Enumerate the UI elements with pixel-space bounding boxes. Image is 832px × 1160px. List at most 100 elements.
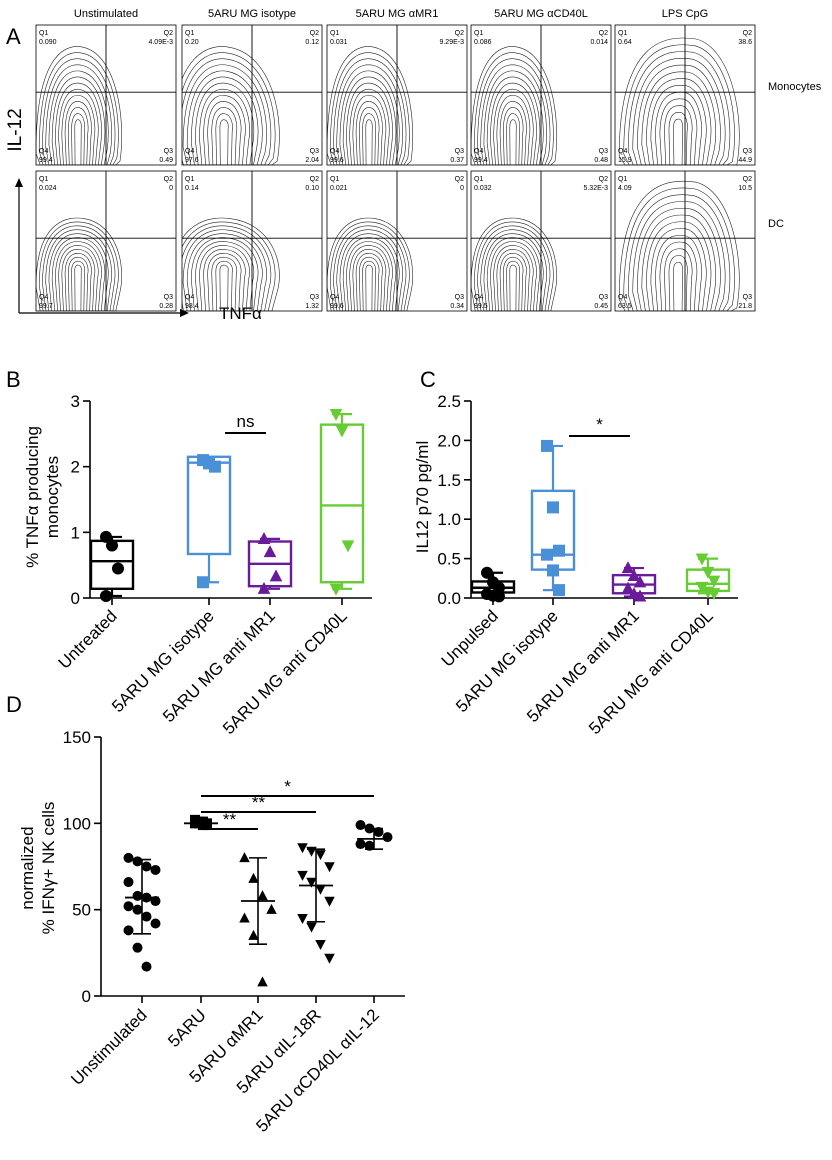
quadrant-name: Q2 <box>455 176 464 183</box>
y-tick-label: 150 <box>63 728 91 747</box>
contour-line <box>668 111 688 165</box>
data-point <box>553 544 565 557</box>
flow-plot: Q1 4.09 Q2 10.5 Q4 63.5 Q3 21.8 <box>614 170 756 312</box>
quadrant-name: Q4 <box>474 148 483 155</box>
contour-line <box>509 119 517 165</box>
data-point <box>324 953 335 964</box>
category-label: Untreated <box>55 606 121 672</box>
quadrant-name: Q3 <box>743 148 752 155</box>
contour-line <box>509 264 517 311</box>
column-title: 5ARU MG αMR1 <box>356 8 439 20</box>
y-tick-label: 2 <box>71 458 80 477</box>
quadrant-name: Q1 <box>618 176 627 183</box>
data-point <box>541 439 553 452</box>
panel-label-b: B <box>6 367 21 392</box>
contour-line <box>207 253 242 311</box>
data-point <box>627 569 641 582</box>
y-axis-title: % IFNγ+ NK cells <box>39 802 58 935</box>
contour-line <box>182 225 272 311</box>
quadrant-name: Q3 <box>164 148 173 155</box>
contour-line <box>496 94 531 165</box>
y-tick-label: 0 <box>71 589 80 608</box>
quadrant-name: Q3 <box>455 294 464 301</box>
quadrant-name: Q4 <box>185 148 194 155</box>
contours <box>36 217 123 311</box>
contour-line <box>329 52 410 165</box>
q2-value: 0.10 <box>305 185 319 192</box>
q3-value: 0.49 <box>159 157 173 164</box>
quadrant-name: Q3 <box>310 148 319 155</box>
y-axis-title: IL12 p70 pg/ml <box>413 441 432 553</box>
contour-line <box>668 255 688 311</box>
data-point <box>695 553 709 566</box>
contour-line <box>365 264 373 311</box>
flow-plot: Q1 0.024 Q2 0 Q4 99.7 Q3 0.28 <box>35 170 177 312</box>
contour-line <box>490 241 537 311</box>
x-axis-label: TNFα <box>219 304 262 323</box>
data-point <box>547 501 559 514</box>
category-label: 5ARU MG anti CD40L <box>219 606 351 738</box>
contours <box>36 46 123 165</box>
y-axis-label: IL-12 <box>5 108 26 151</box>
q4-value: 63.5 <box>618 303 632 310</box>
contour-line <box>182 46 280 165</box>
contour-line <box>215 260 233 311</box>
quadrant-name: Q3 <box>455 148 464 155</box>
contour-line <box>38 221 119 311</box>
contours <box>327 46 414 165</box>
contour-line <box>346 82 393 165</box>
flow-plot: Q1 0.032 Q2 5.32E-3 Q4 99.5 Q3 0.45 <box>470 170 612 312</box>
contour-line <box>219 264 229 311</box>
data-point <box>621 581 635 594</box>
significance-label: * <box>596 415 603 434</box>
data-point <box>633 589 647 602</box>
data-point <box>239 852 250 863</box>
flow-plot: Q1 0.090 Q2 4.09E-3 Q4 99.4 Q3 0.49 <box>35 24 177 166</box>
data-point <box>197 576 209 589</box>
contour-line <box>483 70 544 165</box>
contour-line <box>190 237 259 311</box>
contour-line <box>215 113 233 165</box>
data-point <box>481 566 493 579</box>
contour-line <box>190 76 259 165</box>
data-point <box>266 903 277 914</box>
quadrant-name: Q4 <box>330 294 339 301</box>
q3-value: 0.28 <box>159 303 173 310</box>
quadrant-name: Q1 <box>39 30 48 37</box>
quadrant-name: Q1 <box>185 30 194 37</box>
data-point <box>373 826 384 837</box>
contour-line <box>655 234 702 311</box>
data-point <box>248 872 259 883</box>
contour-line <box>329 221 410 311</box>
contour-line <box>362 260 377 311</box>
data-point <box>202 820 212 831</box>
data-point <box>553 584 565 597</box>
contours <box>182 217 280 311</box>
data-point <box>335 425 349 438</box>
contour-line <box>641 71 717 165</box>
quadrant-name: Q4 <box>39 294 48 301</box>
q2-value: 0.12 <box>305 39 319 46</box>
panel-d-chart: 0 50 100 150 normalized% IFNγ+ NK cells Unsti… <box>18 728 405 1136</box>
contour-line <box>195 241 255 311</box>
contour-line <box>362 113 377 165</box>
q2-value: 38.6 <box>738 39 752 46</box>
quadrant-name: Q4 <box>618 148 627 155</box>
data-point <box>621 561 635 574</box>
contour-line <box>627 194 731 311</box>
contour-line <box>641 214 717 311</box>
quadrant-name: Q2 <box>164 30 173 37</box>
significance-label: ** <box>252 793 266 812</box>
panel-a: Unstimulated 5ARU MG isotype 5ARU MG αMR1 5… <box>5 8 822 323</box>
contour-line <box>503 256 524 311</box>
data-point <box>297 870 308 881</box>
data-point <box>141 961 152 972</box>
y-tick-label: 3 <box>71 392 80 411</box>
q2-value: 0 <box>460 185 464 192</box>
contour-line <box>182 221 276 311</box>
y-axis-title: % TNFα producing <box>23 426 42 568</box>
contour-line <box>473 52 554 165</box>
contour-line <box>186 233 263 311</box>
contour-line <box>636 207 721 311</box>
q3-value: 2.04 <box>305 157 319 164</box>
